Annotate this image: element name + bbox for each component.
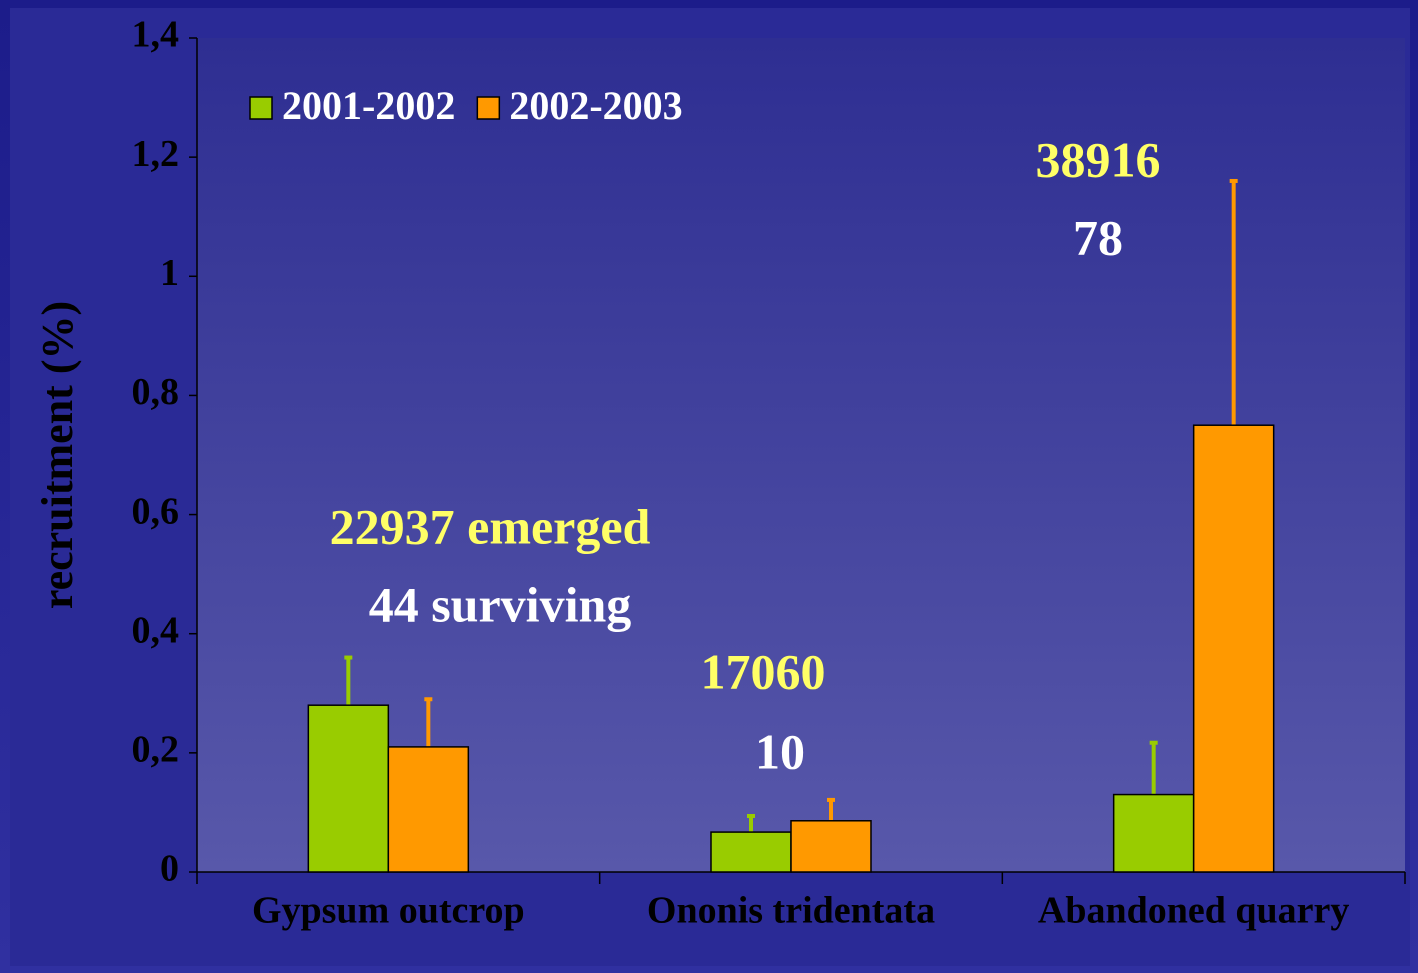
- legend-label: 2001-2002: [282, 83, 455, 128]
- y-tick-label: 1,2: [132, 133, 180, 175]
- x-tick-label: Ononis tridentata: [647, 890, 935, 932]
- bar: [1112, 793, 1195, 873]
- y-tick-label: 0,8: [132, 371, 180, 413]
- y-tick-label: 0,2: [132, 729, 180, 771]
- annotation-surviving: 78: [1073, 209, 1123, 265]
- bar: [1192, 424, 1275, 873]
- legend-swatch: [249, 96, 273, 120]
- bar: [307, 704, 390, 873]
- x-tick-label: Abandoned quarry: [1038, 890, 1349, 932]
- annotation-emerged: 22937 emerged: [330, 498, 651, 554]
- legend-swatch: [476, 96, 501, 120]
- bar: [790, 820, 872, 873]
- annotation-surviving: 44 surviving: [369, 576, 632, 632]
- y-tick-label: 1: [160, 252, 179, 294]
- y-tick-label: 1,4: [132, 14, 180, 56]
- annotation-emerged: 17060: [701, 643, 826, 699]
- y-tick-label: 0,6: [132, 490, 180, 532]
- y-axis-label: recruitment (%): [33, 301, 82, 609]
- annotation-emerged: 38916: [1036, 131, 1161, 187]
- legend-label: 2002-2003: [509, 83, 682, 128]
- annotation-surviving: 10: [755, 723, 805, 779]
- y-tick-label: 0: [160, 848, 179, 890]
- bar: [387, 746, 470, 873]
- y-tick-label: 0,4: [132, 609, 180, 651]
- x-tick-label: Gypsum outcrop: [252, 890, 525, 932]
- bar: [710, 831, 792, 873]
